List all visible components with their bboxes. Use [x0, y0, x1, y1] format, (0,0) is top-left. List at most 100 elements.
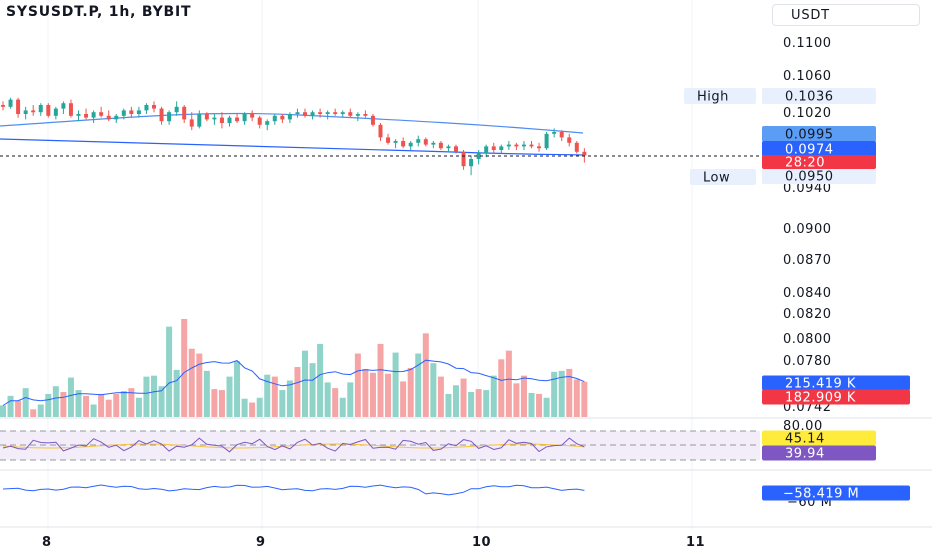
low-value: 0.0950	[785, 170, 834, 185]
time-axis[interactable]: 8 9 10 11	[42, 535, 705, 550]
volume-bar	[505, 350, 512, 417]
candle-body	[121, 110, 126, 116]
candle-body	[567, 137, 572, 143]
volume-bar	[415, 353, 422, 417]
volume-bar	[453, 385, 459, 417]
candle-body	[310, 112, 315, 116]
obv-value-tag-box	[762, 485, 910, 501]
candle-body	[91, 112, 96, 118]
candlestick-series	[1, 97, 587, 176]
volume-bar	[166, 326, 173, 417]
volume-bar	[211, 389, 218, 417]
price-axis-label: 0.0800	[783, 332, 832, 347]
candle-body	[144, 105, 149, 111]
price-axis-label: 0.1100	[783, 36, 832, 51]
candle-body	[461, 151, 466, 167]
candle-body	[446, 146, 451, 149]
price-axis-label: 0.0840	[783, 286, 832, 301]
time-axis-label: 8	[42, 535, 52, 550]
volume-bar	[75, 390, 82, 417]
time-axis-label: 9	[256, 535, 266, 550]
candle-body	[159, 108, 164, 122]
volume-bar	[143, 376, 150, 417]
volume-bar	[498, 359, 505, 417]
indicator-lines	[0, 155, 760, 496]
ma-price-tag-box	[762, 126, 876, 142]
time-axis-label: 11	[686, 535, 705, 550]
low-label-box	[690, 169, 756, 185]
candle-body	[521, 144, 526, 147]
high-value-box	[762, 88, 876, 104]
candle-body	[552, 132, 557, 134]
volume-bar	[0, 405, 6, 417]
volume-bar	[369, 372, 376, 417]
candle-body	[167, 112, 172, 122]
countdown-tag: 28:20	[785, 156, 825, 171]
volume-bar	[234, 361, 241, 417]
candle-body	[106, 115, 111, 120]
candle-body	[378, 124, 383, 138]
volume-bar	[151, 375, 157, 417]
ma-upper-line	[0, 112, 584, 134]
candle-body	[280, 115, 285, 120]
candle-body	[265, 121, 270, 125]
candle-body	[235, 117, 240, 122]
volume-bar	[90, 404, 97, 417]
volume-bar	[60, 392, 67, 417]
obv-line	[2, 484, 585, 496]
candle-body	[469, 159, 474, 167]
volume-bar	[400, 381, 407, 417]
candle-body	[46, 105, 51, 116]
volume-ma-line	[2, 359, 585, 406]
candle-body	[174, 106, 179, 113]
volume-last-tag: 182.909 K	[785, 391, 856, 406]
volume-bar	[302, 350, 308, 417]
volume-bar	[279, 390, 286, 417]
rsi-value-tag: 45.14	[785, 432, 825, 447]
volume-bar	[543, 397, 550, 417]
candle-body	[370, 115, 375, 125]
price-axis-label: 0.0900	[783, 222, 832, 237]
high-value: 0.1036	[785, 90, 834, 105]
volume-bar	[37, 404, 44, 417]
candle-body	[416, 139, 421, 143]
candle-body	[257, 117, 262, 125]
volume-bar	[339, 397, 346, 417]
rsi-value-tag-box	[762, 430, 876, 446]
volume-bar	[566, 368, 573, 417]
volume-bar	[188, 348, 195, 417]
volume-bar	[135, 397, 142, 417]
volume-bar	[113, 393, 120, 417]
candle-body	[212, 117, 217, 120]
candle-body	[31, 110, 36, 113]
volume-bar	[430, 363, 437, 417]
currency-selector[interactable]: USDT	[772, 4, 920, 26]
symbol-title[interactable]: SYSUSDT.P, 1h, BYBIT	[6, 4, 192, 20]
candle-body	[38, 105, 43, 113]
candle-body	[476, 153, 481, 159]
candle-body	[219, 117, 224, 123]
candle-body	[318, 112, 323, 114]
candle-body	[438, 142, 443, 149]
moving-average-lines	[0, 112, 584, 156]
volume-bar	[264, 374, 271, 417]
price-axis-label: 0.1020	[783, 106, 832, 121]
candle-body	[544, 133, 549, 149]
volume-bar	[30, 409, 37, 417]
volume-bar	[324, 382, 331, 417]
candle-body	[529, 144, 534, 147]
candle-body	[8, 99, 13, 107]
candle-body	[355, 114, 360, 116]
candle-body	[499, 146, 504, 150]
volume-bar	[528, 392, 535, 417]
volume-bar	[226, 376, 233, 417]
volume-bar	[468, 392, 475, 417]
volume-bar	[67, 377, 74, 417]
obv-value-tag: −58.419 M	[783, 487, 859, 502]
price-axis[interactable]: 0.1100 0.1060 0.1020 0.0940 0.0900 0.0870 0.08…	[783, 36, 832, 415]
volume-bar	[128, 388, 135, 417]
volume-bar	[558, 370, 565, 417]
volume-bar	[15, 400, 22, 417]
